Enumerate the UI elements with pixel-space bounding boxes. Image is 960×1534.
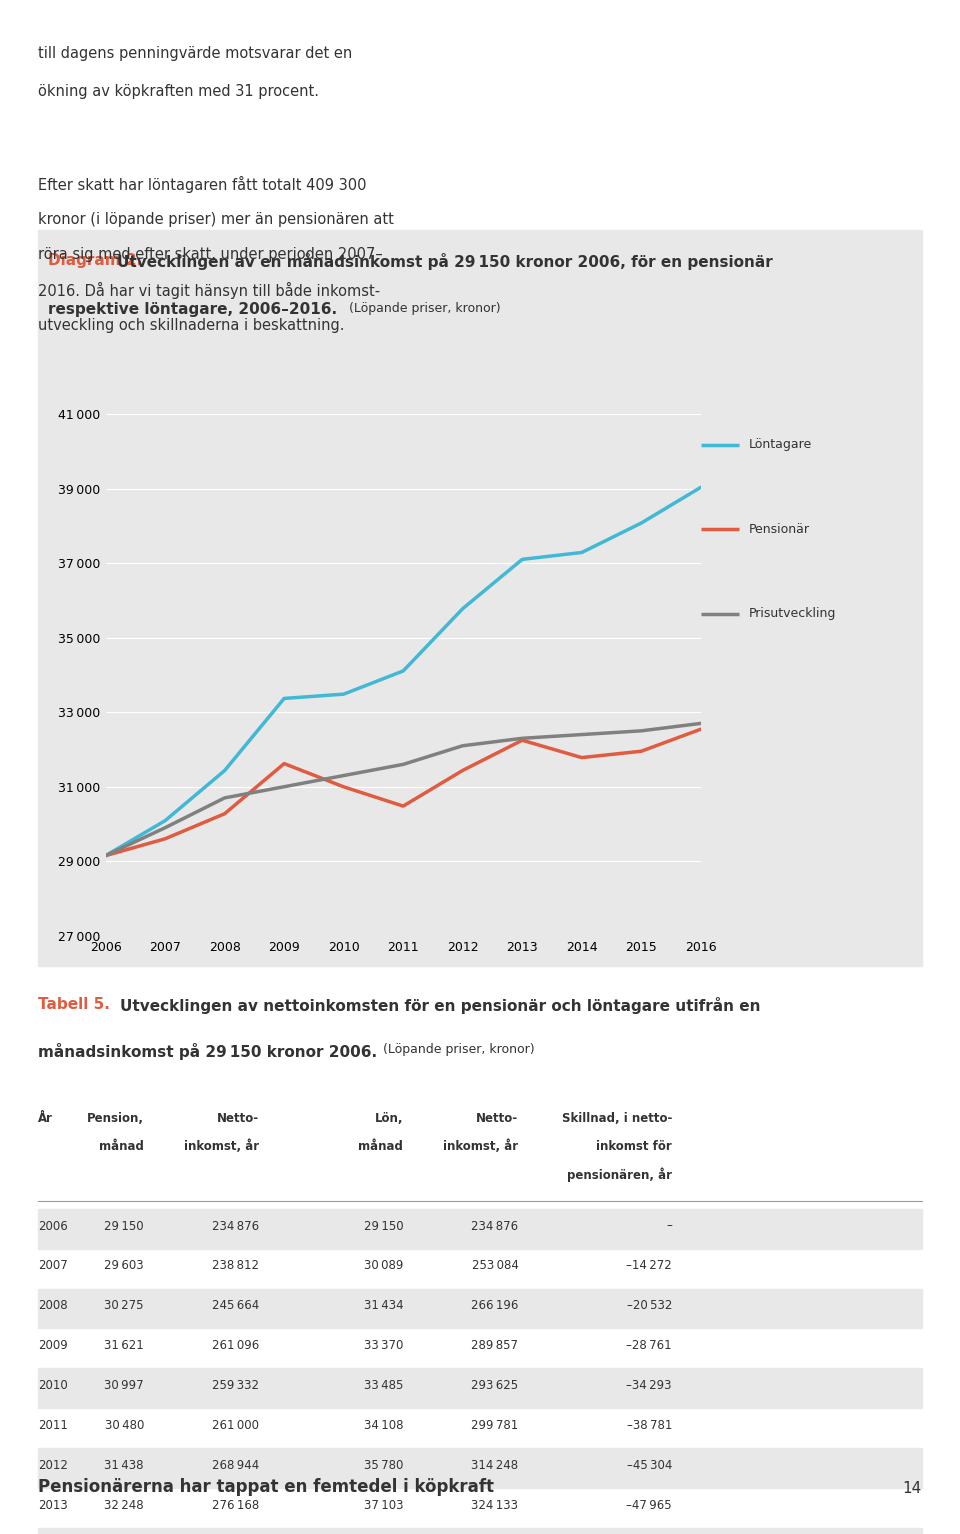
Text: 276 168: 276 168: [212, 1499, 259, 1511]
Text: 32 248: 32 248: [105, 1499, 144, 1511]
Text: 2007: 2007: [38, 1259, 68, 1272]
Text: 2013: 2013: [38, 1499, 68, 1511]
Text: 31 438: 31 438: [105, 1459, 144, 1471]
Text: –47 965: –47 965: [626, 1499, 672, 1511]
Text: 234 876: 234 876: [471, 1220, 518, 1232]
Text: 2009: 2009: [38, 1339, 68, 1351]
Text: (Löpande priser, kronor): (Löpande priser, kronor): [379, 1043, 535, 1055]
Text: (Löpande priser, kronor): (Löpande priser, kronor): [341, 302, 500, 314]
Text: röra sig med efter skatt, under perioden 2007–: röra sig med efter skatt, under perioden…: [38, 247, 383, 262]
Text: pensionären, år: pensionären, år: [567, 1167, 672, 1181]
Text: 2006: 2006: [38, 1220, 68, 1232]
Text: inkomst, år: inkomst, år: [444, 1140, 518, 1154]
Bar: [38, 384, 922, 966]
Text: 29 603: 29 603: [105, 1259, 144, 1272]
Text: 30 480: 30 480: [105, 1419, 144, 1431]
Text: 2012: 2012: [38, 1459, 68, 1471]
Text: 37 103: 37 103: [364, 1499, 403, 1511]
Text: Pensionärerna har tappat en femtedel i köpkraft: Pensionärerna har tappat en femtedel i k…: [38, 1477, 494, 1496]
Text: 31 621: 31 621: [105, 1339, 144, 1351]
Text: 314 248: 314 248: [471, 1459, 518, 1471]
Text: 2008: 2008: [38, 1299, 68, 1312]
Text: 324 133: 324 133: [471, 1499, 518, 1511]
Text: 259 332: 259 332: [212, 1379, 259, 1391]
Text: 289 857: 289 857: [471, 1339, 518, 1351]
Text: 266 196: 266 196: [471, 1299, 518, 1312]
Text: 30 997: 30 997: [105, 1379, 144, 1391]
Text: Pension,: Pension,: [87, 1112, 144, 1124]
Text: Efter skatt har löntagaren fått totalt 409 300: Efter skatt har löntagaren fått totalt 4…: [38, 176, 367, 193]
Text: månadsinkomst på 29 150 kronor 2006.: månadsinkomst på 29 150 kronor 2006.: [38, 1043, 377, 1060]
Text: 30 089: 30 089: [364, 1259, 403, 1272]
Bar: [38, 1209, 922, 1249]
Text: till dagens penningvärde motsvarar det en: till dagens penningvärde motsvarar det e…: [38, 46, 352, 61]
Text: 30 275: 30 275: [105, 1299, 144, 1312]
Bar: [38, 1368, 922, 1408]
Text: 234 876: 234 876: [212, 1220, 259, 1232]
Text: Skillnad, i netto-: Skillnad, i netto-: [562, 1112, 672, 1124]
Text: 29 150: 29 150: [105, 1220, 144, 1232]
Text: Tabell 5.: Tabell 5.: [38, 997, 110, 1012]
Text: 33 370: 33 370: [364, 1339, 403, 1351]
Text: respektive löntagare, 2006–2016.: respektive löntagare, 2006–2016.: [48, 302, 337, 318]
Text: –28 761: –28 761: [626, 1339, 672, 1351]
Text: Utvecklingen av nettoinkomsten för en pensionär och löntagare utifrån en: Utvecklingen av nettoinkomsten för en pe…: [120, 997, 760, 1014]
Text: –45 304: –45 304: [627, 1459, 672, 1471]
Text: –14 272: –14 272: [626, 1259, 672, 1272]
Bar: [38, 1448, 922, 1488]
Text: 268 944: 268 944: [212, 1459, 259, 1471]
Text: Netto-: Netto-: [217, 1112, 259, 1124]
Text: Pensionär: Pensionär: [749, 523, 810, 535]
Text: 2010: 2010: [38, 1379, 68, 1391]
Text: –34 293: –34 293: [627, 1379, 672, 1391]
Text: 299 781: 299 781: [471, 1419, 518, 1431]
Text: inkomst, år: inkomst, år: [184, 1140, 259, 1154]
Text: 238 812: 238 812: [212, 1259, 259, 1272]
Text: Lön,: Lön,: [374, 1112, 403, 1124]
Text: 2016. Då har vi tagit hänsyn till både inkomst-: 2016. Då har vi tagit hänsyn till både i…: [38, 282, 380, 299]
Text: 35 780: 35 780: [364, 1459, 403, 1471]
Text: månad: månad: [99, 1140, 144, 1152]
Text: 33 485: 33 485: [364, 1379, 403, 1391]
Text: Löntagare: Löntagare: [749, 439, 812, 451]
Text: månad: månad: [358, 1140, 403, 1152]
Text: Utvecklingen av en månadsinkomst på 29 150 kronor 2006, för en pensionär: Utvecklingen av en månadsinkomst på 29 1…: [117, 253, 773, 270]
Text: 253 084: 253 084: [471, 1259, 518, 1272]
Text: 31 434: 31 434: [364, 1299, 403, 1312]
Text: Diagram 2.: Diagram 2.: [48, 253, 142, 268]
Text: inkomst för: inkomst för: [596, 1140, 672, 1152]
Bar: [38, 1289, 922, 1328]
Bar: [38, 230, 922, 384]
Text: 14: 14: [902, 1480, 922, 1496]
Text: 29 150: 29 150: [364, 1220, 403, 1232]
Text: 261 096: 261 096: [212, 1339, 259, 1351]
Text: År: År: [38, 1112, 53, 1124]
Text: –38 781: –38 781: [627, 1419, 672, 1431]
Text: 2011: 2011: [38, 1419, 68, 1431]
Text: Netto-: Netto-: [476, 1112, 518, 1124]
Text: 245 664: 245 664: [212, 1299, 259, 1312]
Text: 34 108: 34 108: [364, 1419, 403, 1431]
Text: 293 625: 293 625: [471, 1379, 518, 1391]
Bar: [38, 1528, 922, 1534]
Text: –20 532: –20 532: [627, 1299, 672, 1312]
Text: ökning av köpkraften med 31 procent.: ökning av köpkraften med 31 procent.: [38, 84, 320, 100]
Text: kronor (i löpande priser) mer än pensionären att: kronor (i löpande priser) mer än pension…: [38, 212, 395, 227]
Text: utveckling och skillnaderna i beskattning.: utveckling och skillnaderna i beskattnin…: [38, 318, 345, 333]
Text: Prisutveckling: Prisutveckling: [749, 607, 836, 620]
Text: 261 000: 261 000: [212, 1419, 259, 1431]
Text: –: –: [666, 1220, 672, 1232]
